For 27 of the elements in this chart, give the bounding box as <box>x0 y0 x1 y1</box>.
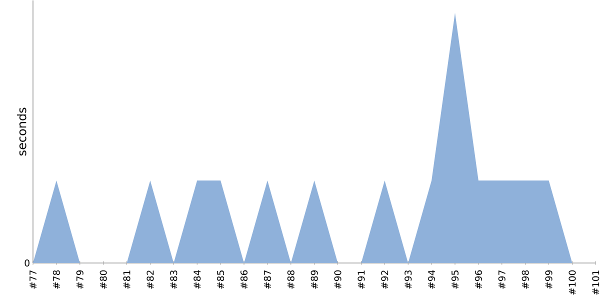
x-tick-label: #85 <box>217 270 224 289</box>
x-tick-label: #86 <box>240 270 248 289</box>
x-tick-label: #83 <box>170 270 178 289</box>
x-tick-label: #101 <box>592 270 600 295</box>
x-tick-label: #98 <box>522 270 529 289</box>
x-tick-label: #81 <box>123 270 130 289</box>
x-tick-label: #77 <box>30 270 36 289</box>
x-tick-label: #97 <box>498 270 506 289</box>
x-tick-label: #91 <box>358 270 365 289</box>
x-tick-label: #79 <box>76 270 84 289</box>
x-tick-label: #82 <box>146 270 154 289</box>
x-tick-label: #90 <box>334 270 342 289</box>
x-tick-label: #88 <box>287 270 294 289</box>
x-tick-label: #100 <box>568 270 576 295</box>
x-tick-label: #84 <box>194 270 201 289</box>
x-tick-label: #80 <box>100 270 107 289</box>
text: 0 <box>24 259 30 267</box>
x-tick-label: #96 <box>474 270 482 289</box>
x-tick-label: #93 <box>404 270 412 289</box>
x-tick-label: #95 <box>451 270 459 289</box>
x-tick-label: #78 <box>52 270 60 289</box>
y-axis-title: seconds <box>17 108 26 156</box>
x-tick-label: #89 <box>310 270 318 289</box>
x-tick-label: #99 <box>545 270 552 289</box>
x-tick-label: #92 <box>381 270 388 289</box>
x-tick-label: #94 <box>428 270 436 289</box>
x-tick-label: #87 <box>264 270 271 289</box>
